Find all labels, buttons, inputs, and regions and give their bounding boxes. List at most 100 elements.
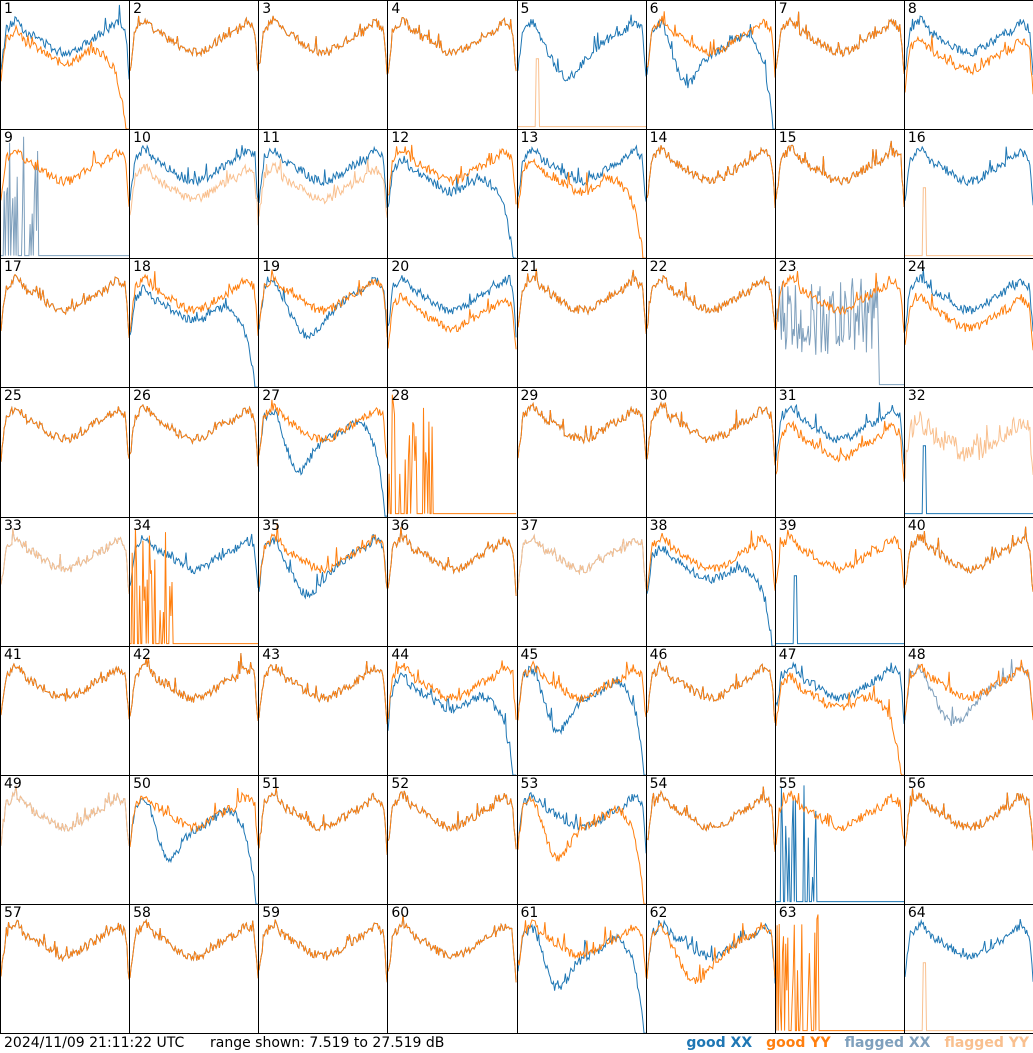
antenna-panel-25: 25 [0,387,131,518]
antenna-plot-5 [517,14,646,128]
antenna-panel-59: 59 [258,903,389,1034]
panel-label-10: 10 [133,130,151,147]
panel-label-59: 59 [262,904,281,921]
series-53-good-yy [517,795,646,904]
series-11-good-xx [259,145,388,209]
series-54-good-xx [646,786,775,852]
antenna-panel-35: 35 [258,516,389,647]
series-8-good-yy [904,35,1033,95]
panel-label-46: 46 [649,646,668,663]
series-63-good-yy [775,914,904,1031]
series-62-good-yy [646,921,775,984]
antenna-panel-26: 26 [129,387,260,518]
antenna-panel-16: 16 [903,129,1033,260]
antenna-plot-32 [904,411,1033,515]
series-64-flagged-yy [904,962,1033,1031]
antenna-panel-18: 18 [129,258,260,389]
series-44-good-xx [388,671,517,775]
series-2-good-xx [130,15,259,72]
antenna-plot-41 [1,662,130,719]
series-4-good-yy [388,16,517,74]
series-55-good-xx [775,785,904,902]
antenna-panel-58: 58 [129,903,260,1034]
panel-label-31: 31 [778,388,797,405]
antenna-panel-42: 42 [129,645,260,776]
antenna-panel-31: 31 [774,387,905,518]
antenna-plot-36 [388,526,517,596]
panel-label-8: 8 [907,1,917,17]
antenna-panel-1: 1 [0,0,131,131]
panel-label-63: 63 [778,904,797,921]
antenna-plot-8 [904,15,1033,95]
antenna-panel-62: 62 [645,903,776,1034]
antenna-plot-28 [388,395,517,515]
antenna-plot-56 [904,788,1033,851]
series-13-good-yy [517,158,646,259]
antenna-plot-3 [259,15,388,75]
panel-label-16: 16 [907,130,926,147]
timestamp: 2024/11/09 21:11:22 UTC [4,1035,185,1051]
series-30-good-yy [646,401,775,466]
series-25-good-yy [1,406,130,463]
series-5-good-xx [517,14,646,82]
antenna-panel-47: 47 [774,645,905,776]
antenna-plot-29 [517,402,646,460]
antenna-plot-38 [646,529,775,646]
panel-label-50: 50 [133,775,151,792]
panel-label-12: 12 [391,130,410,147]
antenna-plot-61 [517,919,646,1033]
panel-label-29: 29 [520,388,539,405]
series-56-good-xx [904,788,1033,851]
panel-label-9: 9 [4,130,13,147]
series-12-good-yy [388,144,517,205]
panel-label-53: 53 [520,775,539,792]
antenna-plot-39 [775,529,904,644]
series-56-good-yy [904,788,1033,851]
antenna-panel-12: 12 [387,129,518,260]
antenna-plot-7 [775,11,904,74]
antenna-panel-20: 20 [387,258,518,389]
series-32-good-xx [904,445,1033,515]
panel-label-41: 41 [4,646,22,663]
series-3-good-yy [259,15,388,75]
antenna-plot-12 [388,144,517,259]
antenna-panel-33: 33 [0,516,131,647]
series-57-good-yy [1,919,130,980]
antenna-panel-60: 60 [387,903,518,1034]
antenna-panel-8: 8 [903,0,1033,131]
panel-label-52: 52 [391,775,410,792]
panel-label-36: 36 [391,517,410,534]
series-14-good-yy [646,145,775,209]
series-9-good-yy [1,148,130,207]
antenna-panel-4: 4 [387,0,518,131]
antenna-plot-1 [1,4,130,130]
antenna-plot-9 [1,136,130,257]
panel-label-21: 21 [520,259,539,276]
antenna-panel-15: 15 [774,129,905,260]
antenna-panel-5: 5 [516,0,647,131]
antenna-plot-64 [904,918,1033,1031]
legend: good XX good YY flagged XX flagged YY [686,1034,1029,1053]
series-41-good-yy [1,662,130,719]
panel-label-24: 24 [907,259,926,276]
series-5-flagged-yy [517,58,646,128]
panel-label-47: 47 [778,646,797,663]
series-3-good-xx [259,15,388,75]
antenna-panel-36: 36 [387,516,518,647]
antenna-plot-2 [130,15,259,72]
antenna-plot-24 [904,269,1033,351]
panel-label-18: 18 [133,259,151,276]
panel-label-25: 25 [4,388,22,405]
antenna-panel-52: 52 [387,774,518,905]
antenna-panel-34: 34 [129,516,260,647]
series-6-good-yy [646,11,775,78]
series-58-good-yy [130,918,259,979]
antenna-plot-46 [646,659,775,723]
antenna-plot-25 [1,406,130,463]
antenna-panel-49: 49 [0,774,131,905]
panel-label-60: 60 [391,904,410,921]
series-17-good-yy [1,274,130,338]
antenna-plot-33 [1,527,130,594]
antenna-plot-15 [775,140,904,208]
antenna-panel-56: 56 [903,774,1033,905]
